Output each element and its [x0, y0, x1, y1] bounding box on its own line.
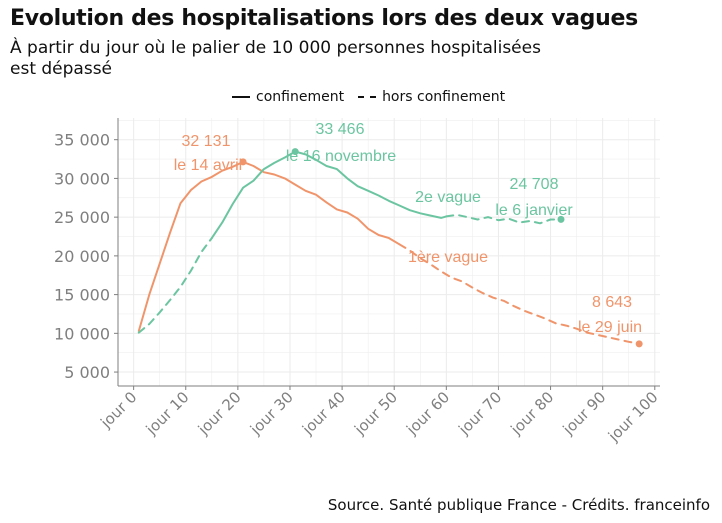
- annotation-end2-value: 24 708: [510, 176, 559, 193]
- legend-solid-label: confinement: [256, 89, 345, 105]
- x-tick-label: jour 30: [246, 388, 297, 439]
- x-tick-label: jour 100: [604, 388, 662, 446]
- annotations: 32 131 le 14 avril 33 466 le 16 novembre…: [174, 121, 642, 336]
- legend-dashed-swatch: [358, 96, 377, 98]
- x-tick-label: jour 60: [402, 388, 453, 439]
- x-tick-label: jour 40: [298, 388, 349, 439]
- legend-solid-swatch: [232, 96, 250, 98]
- data-point-marker: [635, 340, 643, 348]
- y-tick-label: 5 000: [64, 363, 110, 382]
- annotation-end1-value: 8 643: [592, 294, 632, 311]
- annotation-end1-date: le 29 juin: [578, 319, 642, 336]
- annotation-peak1-date: le 14 avril: [174, 157, 242, 174]
- y-tick-label: 30 000: [54, 169, 110, 188]
- legend: confinement hors confinement: [232, 89, 505, 105]
- x-tick-label: jour 10: [142, 388, 193, 439]
- x-tick-label: jour 20: [194, 388, 245, 439]
- series-line-vague2: [210, 150, 448, 240]
- series-label-vague2: 2e vague: [415, 189, 481, 206]
- series-lines: [137, 148, 643, 348]
- axes: 5 000 10 000 15 000 20 000 25 000 30 000 35 00…: [54, 118, 662, 446]
- legend-dashed-label: hors confinement: [382, 89, 506, 105]
- series-line-vague1: [398, 243, 641, 345]
- source-credit: Source. Santé publique France - Crédits.…: [327, 496, 710, 514]
- annotation-peak2-value: 33 466: [316, 121, 365, 138]
- data-point-marker: [239, 158, 247, 166]
- y-tick-label: 35 000: [54, 131, 110, 150]
- y-tick-label: 15 000: [54, 286, 110, 305]
- series-label-vague1: 1ère vague: [408, 249, 488, 266]
- chart-subtitle: À partir du jour où le palier de 10 000 …: [10, 38, 541, 79]
- data-point-marker: [557, 215, 565, 223]
- y-tick-label: 10 000: [54, 324, 110, 343]
- y-tick-label: 25 000: [54, 208, 110, 227]
- y-tick-label: 20 000: [54, 247, 110, 266]
- x-tick-label: jour 0: [96, 388, 140, 432]
- x-tick-label: jour 70: [454, 388, 505, 439]
- series-line-vague2: [445, 213, 562, 225]
- series-line-vague1: [137, 160, 401, 332]
- annotation-peak1-value: 32 131: [182, 133, 231, 150]
- x-tick-label: jour 50: [350, 388, 401, 439]
- annotation-peak2-date: le 16 novembre: [286, 148, 396, 165]
- series-line-vague2: [137, 237, 213, 334]
- annotation-end2-date: le 6 janvier: [495, 202, 573, 219]
- line-chart: 5 000 10 000 15 000 20 000 25 000 30 000 35 00…: [54, 118, 662, 446]
- grid: [118, 118, 660, 386]
- x-tick-label: jour 90: [559, 388, 610, 439]
- x-tick-label: jour 80: [507, 388, 558, 439]
- data-point-marker: [291, 148, 299, 156]
- chart-title: Evolution des hospitalisations lors des …: [10, 6, 638, 31]
